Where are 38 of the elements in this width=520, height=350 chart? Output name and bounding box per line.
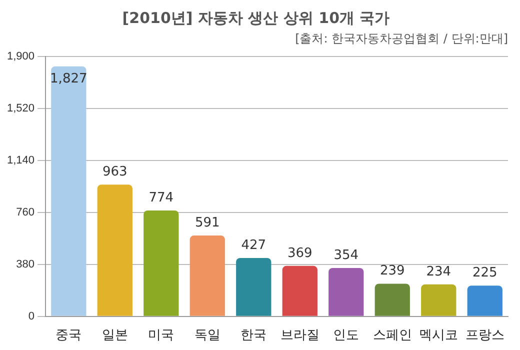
y-tick-label: 1,140 [6, 154, 35, 166]
bar [282, 266, 318, 316]
y-tick-label: 760 [16, 206, 35, 218]
data-label: 225 [472, 265, 498, 280]
data-label: 354 [334, 248, 359, 263]
data-label: 427 [241, 238, 266, 253]
x-tick-label: 중국 [56, 326, 82, 342]
y-tick-label: 380 [16, 258, 35, 270]
x-tick-label: 인도 [333, 326, 360, 342]
x-tick-label: 한국 [240, 326, 267, 342]
bar [190, 236, 225, 316]
bar [328, 268, 364, 316]
chart-subtitle: [출처: 한국자동차공업협회 / 단위:만대] [295, 31, 508, 46]
x-tick-label: 프랑스 [465, 326, 504, 342]
chart-title: [2010년] 자동차 생산 상위 10개 국가 [122, 8, 390, 27]
x-tick-label: 멕시코 [419, 326, 458, 342]
x-tick-label: 브라질 [280, 326, 320, 342]
bar [51, 66, 86, 316]
x-tick-label: 일본 [102, 326, 128, 342]
bar [236, 258, 272, 316]
bar [421, 284, 456, 316]
y-tick-label: 0 [28, 310, 35, 322]
bar [144, 210, 179, 316]
x-tick-label: 스페인 [372, 326, 412, 342]
data-label: 234 [426, 264, 452, 280]
bar [97, 184, 132, 316]
data-label: 239 [380, 264, 405, 279]
x-tick-label: 독일 [194, 326, 220, 342]
bar [467, 286, 502, 316]
y-tick-label: 1,900 [6, 50, 35, 62]
x-tick-label: 미국 [148, 326, 174, 342]
bar [374, 284, 410, 316]
data-label: 963 [102, 164, 128, 180]
data-label: 369 [287, 246, 312, 261]
data-label: 1,827 [50, 71, 88, 86]
y-tick-label: 1,520 [6, 102, 35, 114]
data-label: 591 [194, 215, 220, 230]
data-label: 774 [148, 190, 174, 206]
